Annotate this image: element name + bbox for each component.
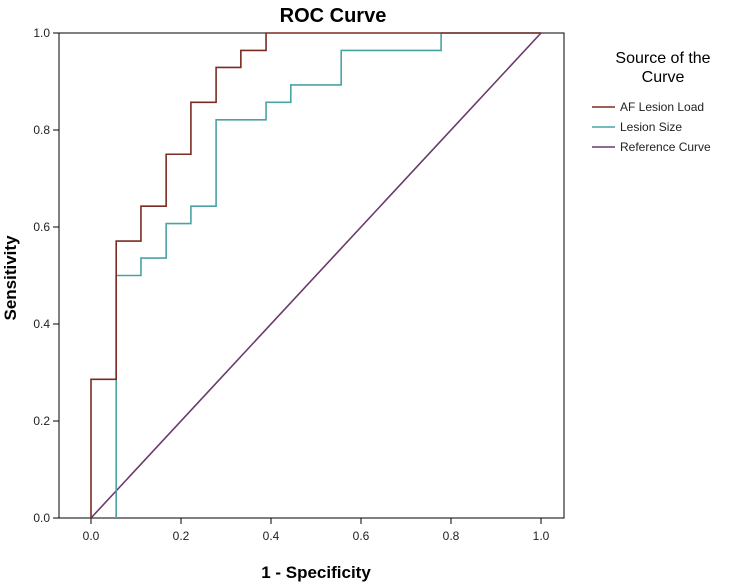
legend-title-line2: Curve [642,69,685,86]
x-tick-label: 0.4 [263,529,280,543]
legend-label-reference-curve: Reference Curve [620,140,711,154]
x-tick-label: 0.8 [443,529,460,543]
chart-title: ROC Curve [280,5,387,27]
x-tick-label: 0.0 [83,529,100,543]
x-axis-ticks: 0.0 0.2 0.4 0.6 0.8 1.0 [83,518,550,543]
y-tick-label: 0.0 [33,511,50,525]
y-tick-label: 1.0 [33,26,50,40]
x-tick-label: 0.6 [353,529,370,543]
roc-chart: ROC Curve 0.0 0.2 0.4 0.6 0.8 1.0 0.00.20.40.… [0,0,733,585]
y-tick-label: 0.8 [33,123,50,137]
legend-label-af-lesion-load: AF Lesion Load [620,100,704,114]
y-tick-label: 0.4 [33,317,50,331]
x-axis-label: 1 - Specificity [261,563,371,582]
x-tick-label: 0.2 [173,529,190,543]
y-tick-label: 0.6 [33,220,50,234]
y-axis-label: Sensitivity [1,235,20,321]
y-tick-label: 0.2 [33,414,50,428]
legend-label-lesion-size: Lesion Size [620,120,682,134]
legend: Source of the Curve AF Lesion Load Lesion… [592,50,711,154]
legend-title-line1: Source of the [615,50,710,67]
y-axis-ticks: 0.0 0.2 0.4 0.6 0.8 1.0 [33,26,59,525]
x-tick-label: 1.0 [533,529,550,543]
